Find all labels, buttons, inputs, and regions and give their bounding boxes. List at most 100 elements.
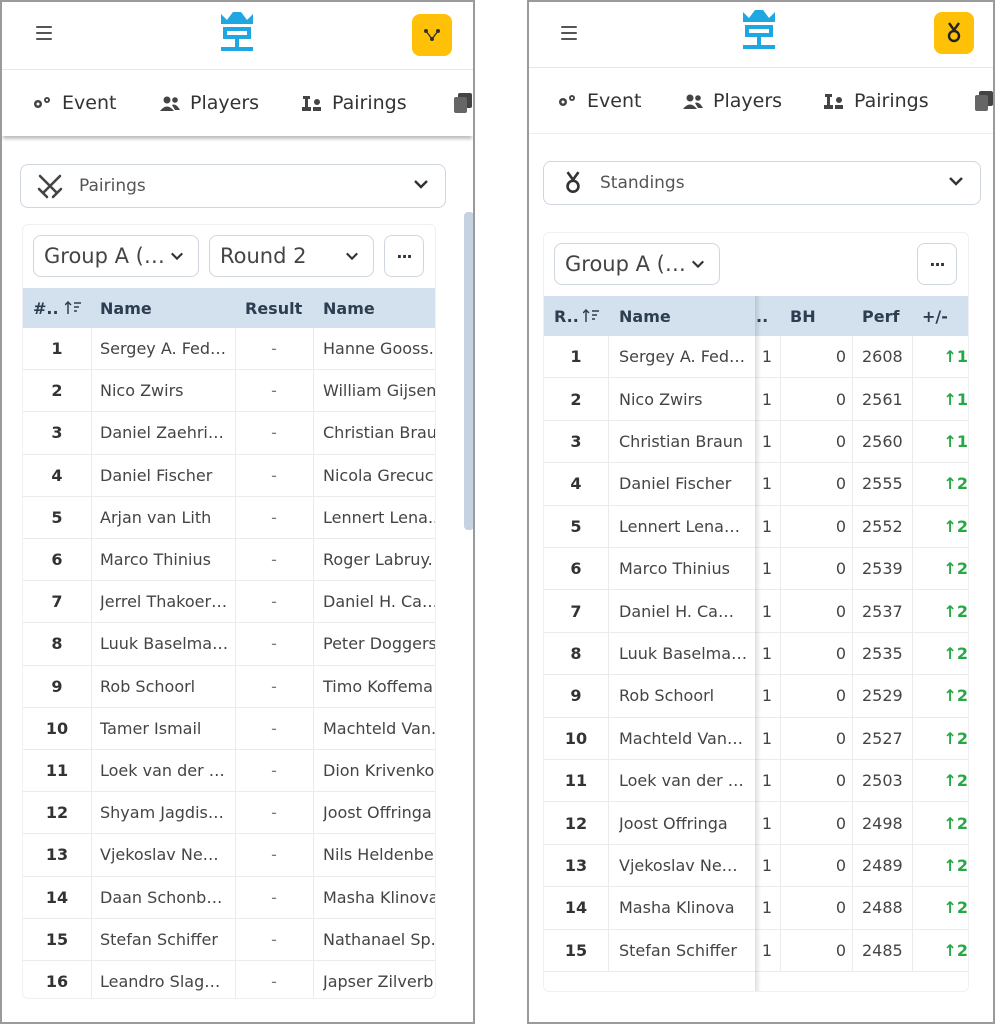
result-cell[interactable]: - xyxy=(271,339,277,359)
group-dropdown[interactable]: Group A (… xyxy=(33,235,199,277)
tab-event[interactable]: Event xyxy=(32,70,116,136)
result-cell[interactable]: - xyxy=(271,550,277,570)
table-row[interactable]: 6 Marco Thinius - Roger Labruy. xyxy=(23,539,435,582)
table-row[interactable]: 16 Leandro Slag… - Japser Zilverb. xyxy=(23,961,436,998)
white-player-name[interactable]: Luuk Baselma… xyxy=(100,634,229,654)
result-cell[interactable]: - xyxy=(271,465,277,485)
result-cell[interactable]: - xyxy=(271,803,277,823)
view-selector[interactable]: Standings xyxy=(543,161,981,205)
table-row[interactable]: 7 Jerrel Thakoer… - Daniel H. Ca… xyxy=(23,581,436,624)
more-options-button[interactable]: ··· xyxy=(384,235,424,277)
table-row[interactable]: 5 Lennert Lena… 1 0 2552 ↑2 xyxy=(544,505,968,548)
white-player-name[interactable]: Daniel Fischer xyxy=(100,465,213,485)
white-player-name[interactable]: Marco Thinius xyxy=(100,550,211,570)
white-player-name[interactable]: Vjekoslav Ne… xyxy=(100,845,219,865)
result-cell[interactable]: - xyxy=(271,634,277,654)
col-board-header[interactable]: #.. xyxy=(33,288,93,328)
table-row[interactable]: 13 Vjekoslav Ne… 1 0 2489 ↑2 xyxy=(544,844,968,888)
black-player-name[interactable]: Nathanael Sp. xyxy=(323,929,436,949)
table-row[interactable]: 2 Nico Zwirs 1 0 2561 ↑1 xyxy=(544,378,968,421)
col-points-header[interactable]: .. xyxy=(756,306,769,326)
result-cell[interactable]: - xyxy=(271,761,277,781)
table-row[interactable]: 10 Tamer Ismail - Machteld Van. xyxy=(23,707,436,750)
tab-documents[interactable] xyxy=(975,68,993,134)
table-row[interactable]: 2 Nico Zwirs - William Gijsen xyxy=(23,370,436,413)
result-cell[interactable]: - xyxy=(271,592,277,612)
col-white-header[interactable]: Name xyxy=(100,298,152,318)
result-cell[interactable]: - xyxy=(271,845,277,865)
player-name[interactable]: Daniel H. Ca… xyxy=(619,601,734,621)
round-dropdown[interactable]: Round 2 xyxy=(209,235,374,277)
col-bh-header[interactable]: BH xyxy=(790,306,816,326)
more-options-button[interactable]: ··· xyxy=(917,243,957,285)
black-player-name[interactable]: Hanne Gooss. xyxy=(323,339,434,359)
white-player-name[interactable]: Stefan Schiffer xyxy=(100,929,218,949)
share-network-button[interactable] xyxy=(412,14,452,56)
table-row[interactable]: 14 Masha Klinova 1 0 2488 ↑2 xyxy=(544,887,968,930)
result-cell[interactable]: - xyxy=(271,507,277,527)
table-row[interactable]: 8 Luuk Baselma… - Peter Doggers xyxy=(23,623,436,666)
table-row[interactable]: 12 Shyam Jagdis… - Joost Offringa xyxy=(23,792,435,835)
player-name[interactable]: Joost Offringa xyxy=(619,813,728,833)
black-player-name[interactable]: Peter Doggers xyxy=(323,634,436,654)
white-player-name[interactable]: Leandro Slag… xyxy=(100,972,221,992)
table-row[interactable]: 13 Vjekoslav Ne… - Nils Heldenbe xyxy=(23,834,435,877)
table-row[interactable]: 15 Stefan Schiffer 1 0 2485 ↑2 xyxy=(544,929,968,972)
result-cell[interactable]: - xyxy=(271,381,277,401)
result-cell[interactable]: - xyxy=(271,718,277,738)
table-row[interactable]: 15 Stefan Schiffer - Nathanael Sp. xyxy=(23,918,436,961)
result-cell[interactable]: - xyxy=(271,676,277,696)
group-dropdown[interactable]: Group A (… xyxy=(554,243,720,285)
table-row[interactable]: 11 Loek van der … 1 0 2503 ↑2 xyxy=(544,760,968,803)
table-row[interactable]: 10 Machteld Van… 1 0 2527 ↑2 xyxy=(544,717,968,760)
tab-pairings[interactable]: Pairings xyxy=(824,68,929,134)
black-player-name[interactable]: Joost Offringa xyxy=(323,803,432,823)
player-name[interactable]: Christian Braun xyxy=(619,431,744,451)
col-name-header[interactable]: Name xyxy=(619,306,671,326)
player-name[interactable]: Stefan Schiffer xyxy=(619,940,737,960)
col-delta-header[interactable]: +/- xyxy=(922,306,948,326)
page-scrollbar[interactable] xyxy=(464,212,473,530)
tab-players[interactable]: Players xyxy=(160,70,259,136)
white-player-name[interactable]: Arjan van Lith xyxy=(100,507,212,527)
white-player-name[interactable]: Sergey A. Fed… xyxy=(100,339,227,359)
player-name[interactable]: Daniel Fischer xyxy=(619,474,732,494)
player-name[interactable]: Luuk Baselma… xyxy=(619,643,748,663)
tab-players[interactable]: Players xyxy=(683,68,782,134)
table-row[interactable]: 11 Loek van der … - Dion Krivenko xyxy=(23,750,435,793)
black-player-name[interactable]: Nils Heldenbe xyxy=(323,845,434,865)
table-row[interactable]: 1 Sergey A. Fed… 1 0 2608 ↑1 xyxy=(544,336,968,379)
white-player-name[interactable]: Daniel Zaehri… xyxy=(100,423,224,443)
player-name[interactable]: Marco Thinius xyxy=(619,559,730,579)
table-row[interactable]: 3 Daniel Zaehri… - Christian Brau xyxy=(23,412,435,455)
table-scrollbar[interactable] xyxy=(968,296,969,342)
white-player-name[interactable]: Shyam Jagdis… xyxy=(100,803,224,823)
table-row[interactable]: 12 Joost Offringa 1 0 2498 ↑2 xyxy=(544,802,968,845)
result-cell[interactable]: - xyxy=(271,887,277,907)
white-player-name[interactable]: Daan Schonb… xyxy=(100,887,223,907)
table-row[interactable]: 4 Daniel Fischer 1 0 2555 ↑2 xyxy=(544,463,968,506)
tab-pairings[interactable]: Pairings xyxy=(302,70,407,136)
white-player-name[interactable]: Jerrel Thakoer… xyxy=(100,592,228,612)
white-player-name[interactable]: Tamer Ismail xyxy=(100,718,202,738)
col-black-header[interactable]: Name xyxy=(323,298,375,318)
black-player-name[interactable]: Masha Klinova xyxy=(323,887,436,907)
black-player-name[interactable]: William Gijsen xyxy=(323,381,436,401)
white-player-name[interactable]: Rob Schoorl xyxy=(100,676,196,696)
black-player-name[interactable]: Dion Krivenko xyxy=(323,761,435,781)
black-player-name[interactable]: Machteld Van. xyxy=(323,718,436,738)
table-row[interactable]: 8 Luuk Baselma… 1 0 2535 ↑2 xyxy=(544,632,968,676)
player-name[interactable]: Nico Zwirs xyxy=(619,389,703,409)
player-name[interactable]: Rob Schoorl xyxy=(619,686,715,706)
player-name[interactable]: Lennert Lena… xyxy=(619,516,740,536)
result-cell[interactable]: - xyxy=(271,972,277,992)
player-name[interactable]: Vjekoslav Ne… xyxy=(619,855,738,875)
table-row[interactable]: 9 Rob Schoorl 1 0 2529 ↑2 xyxy=(544,675,968,718)
white-player-name[interactable]: Loek van der … xyxy=(100,761,225,781)
table-row[interactable]: 14 Daan Schonb… - Masha Klinova xyxy=(23,876,436,919)
col-perf-header[interactable]: Perf xyxy=(862,306,900,326)
black-player-name[interactable]: Japser Zilverb. xyxy=(323,972,436,992)
result-cell[interactable]: - xyxy=(271,423,277,443)
col-rank-header[interactable]: R.. xyxy=(554,296,614,336)
black-player-name[interactable]: Daniel H. Ca… xyxy=(323,592,436,612)
